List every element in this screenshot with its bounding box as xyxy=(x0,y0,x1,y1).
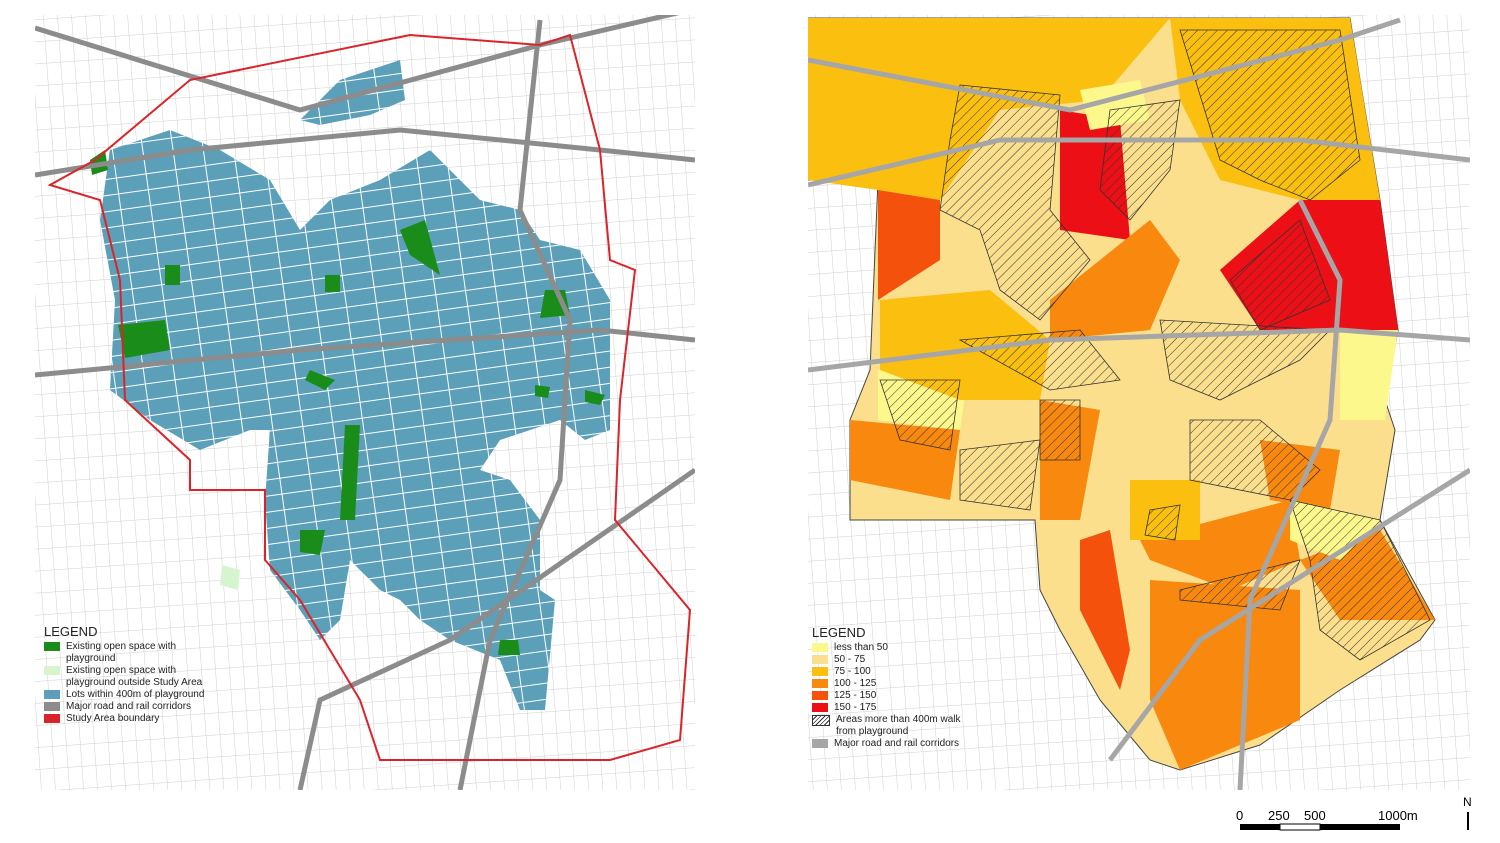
legend-item: 125 - 150 xyxy=(812,690,977,702)
legend-item: Existing open space with playground xyxy=(44,641,209,665)
legend-swatch xyxy=(44,642,60,651)
legend-label: Existing open space with playground xyxy=(66,641,177,664)
legend-label: Study Area boundary xyxy=(66,713,160,724)
legend-swatch xyxy=(812,739,828,748)
legend-swatch xyxy=(812,691,828,700)
legend-swatch xyxy=(812,679,828,688)
legend-label: 100 - 125 xyxy=(834,678,877,689)
legend-item: Existing open space with playground outs… xyxy=(44,665,209,689)
north-label: N xyxy=(1463,795,1472,809)
legend-item: Major road and rail corridors xyxy=(44,701,209,713)
legend-swatch xyxy=(44,690,60,699)
scale-label: 500 xyxy=(1304,808,1326,823)
right-map xyxy=(808,15,1470,790)
legend-swatch xyxy=(812,715,830,726)
legend-swatch xyxy=(44,714,60,723)
legend-item: Lots within 400m of playground xyxy=(44,689,209,701)
legend-label: Major road and rail corridors xyxy=(834,738,960,749)
legend-item: less than 50 xyxy=(812,642,977,654)
legend-label: 125 - 150 xyxy=(834,690,877,701)
left-map xyxy=(35,15,695,790)
scale-bar xyxy=(1240,823,1400,831)
legend-swatch xyxy=(812,655,828,664)
legend-label: Major road and rail corridors xyxy=(66,701,192,712)
scale-label: 0 xyxy=(1236,808,1244,823)
legend-label: 75 - 100 xyxy=(834,666,871,677)
legend-label: less than 50 xyxy=(834,642,888,653)
legend-item: 150 - 175 xyxy=(812,702,977,714)
legend-item: 100 - 125 xyxy=(812,678,977,690)
legend-swatch xyxy=(812,667,828,676)
legend-title: LEGEND xyxy=(44,624,98,639)
legend-item: 75 - 100 xyxy=(812,666,977,678)
legend-item: Study Area boundary xyxy=(44,713,209,725)
legend-item: Major road and rail corridors xyxy=(812,738,977,750)
scale-label: 250 xyxy=(1268,808,1290,823)
legend-swatch xyxy=(44,666,60,675)
legend-swatch xyxy=(44,702,60,711)
legend: LEGEND less than 50 50 - 75 75 - 100 100 - 1… xyxy=(812,625,977,750)
legend-label: 150 - 175 xyxy=(834,702,877,713)
legend-item: 50 - 75 xyxy=(812,654,977,666)
legend-item: Areas more than 400m walk from playgroun… xyxy=(812,714,977,738)
legend: LEGEND Existing open space with playgroun… xyxy=(44,624,209,725)
scale-label: 1000m xyxy=(1378,808,1418,823)
legend-label: Lots within 400m of playground xyxy=(66,689,205,700)
legend-label: Areas more than 400m walk from playgroun… xyxy=(836,714,961,737)
legend-label: 50 - 75 xyxy=(834,654,866,665)
legend-label: Existing open space with playground outs… xyxy=(66,665,203,688)
legend-swatch xyxy=(812,703,828,712)
legend-title: LEGEND xyxy=(812,625,866,640)
legend-swatch xyxy=(812,643,828,652)
